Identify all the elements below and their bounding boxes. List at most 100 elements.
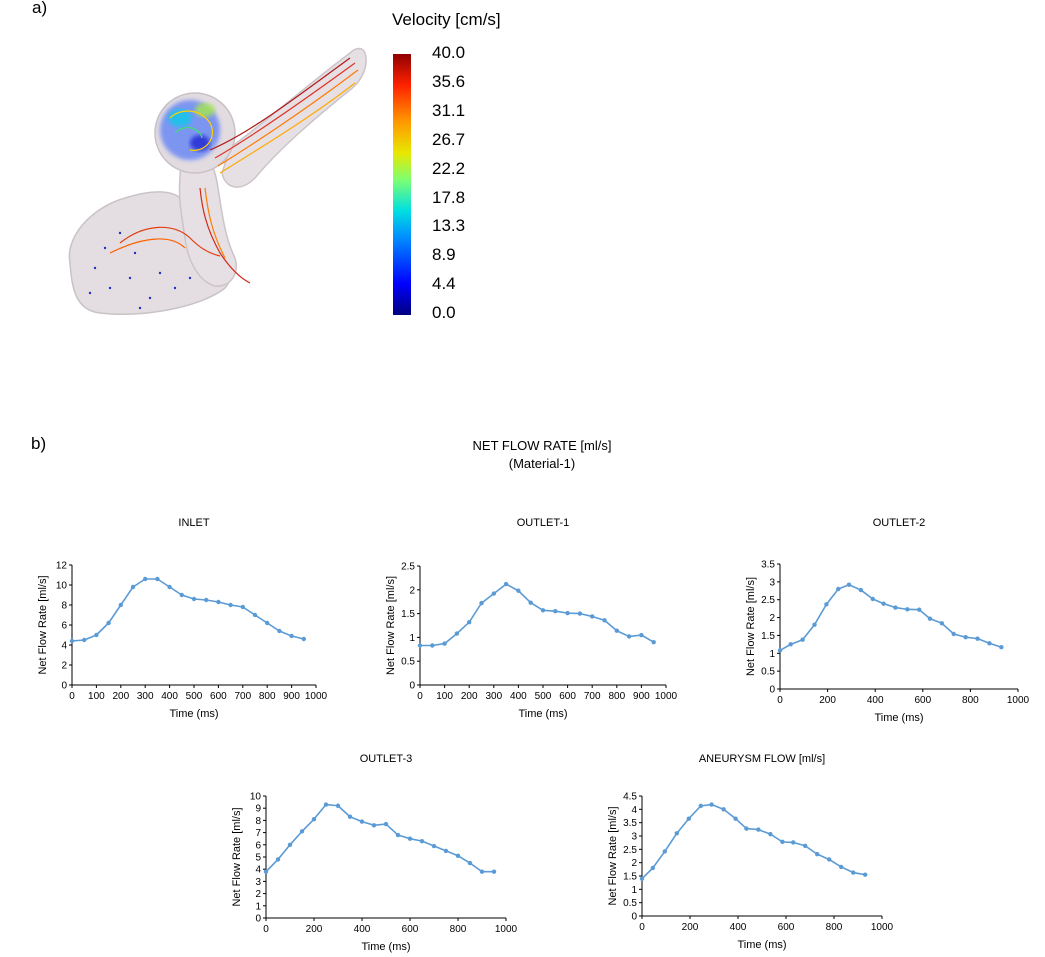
data-point <box>709 802 714 807</box>
y-tick-label: 4 <box>255 865 261 876</box>
data-point <box>733 816 738 821</box>
data-point <box>167 584 172 590</box>
data-point <box>155 576 160 582</box>
data-point <box>777 648 783 653</box>
data-point <box>289 633 294 639</box>
y-tick-label: 6 <box>255 840 261 851</box>
data-point <box>863 872 868 877</box>
panel-a-label: a) <box>32 0 48 17</box>
data-point <box>179 592 184 598</box>
y-tick-label: 0.5 <box>401 657 415 668</box>
data-point <box>721 807 726 812</box>
y-tick-label: 0.5 <box>761 667 775 678</box>
data-point <box>359 819 365 824</box>
y-tick-label: 2 <box>769 613 775 624</box>
y-axis-label: Net Flow Rate [ml/s] <box>745 577 757 676</box>
x-tick-label: 700 <box>234 691 251 702</box>
data-point <box>651 639 656 645</box>
outlet-2-chart: OUTLET-2 0 200 400 600 800 1000 0 0.5 1 1.5 2 2.5 3 3.… <box>745 517 1030 724</box>
x-tick-label: 700 <box>584 691 601 702</box>
x-tick-label: 600 <box>778 922 795 933</box>
data-point <box>491 869 497 874</box>
chart-title: OUTLET-1 <box>517 517 570 529</box>
figure-subtitle: (Material-1) <box>508 456 576 471</box>
data-point <box>881 601 886 606</box>
series-line <box>71 578 304 642</box>
data-point <box>698 803 703 809</box>
data-point <box>467 860 473 866</box>
data-point <box>263 869 269 874</box>
y-tick-label: 7 <box>255 828 261 839</box>
colorbar-tick-label: 31.1 <box>432 100 466 120</box>
data-point <box>82 637 87 643</box>
y-tick-label: 10 <box>250 792 262 803</box>
y-tick-label: 6 <box>61 621 67 632</box>
data-point <box>744 826 749 831</box>
data-point <box>299 829 305 834</box>
colorbar-tick-label: 13.3 <box>432 216 466 236</box>
x-tick-label: 0 <box>263 924 269 935</box>
x-tick-label: 1000 <box>1007 695 1030 706</box>
x-tick-label: 800 <box>259 691 276 702</box>
data-point <box>216 599 221 605</box>
data-point <box>639 876 645 881</box>
data-point <box>228 602 233 608</box>
data-point <box>311 816 317 822</box>
y-tick-label: 3 <box>631 832 637 843</box>
y-tick-label: 3 <box>255 877 261 888</box>
x-axis-label: Time (ms) <box>169 708 218 720</box>
x-tick-label: 200 <box>682 922 699 933</box>
data-point <box>812 622 817 627</box>
y-tick-label: 4 <box>61 641 67 652</box>
colorbar-tick-label: 4.4 <box>432 274 456 294</box>
x-tick-label: 200 <box>306 924 323 935</box>
data-point <box>130 584 136 590</box>
x-tick-label: 600 <box>914 695 931 706</box>
x-tick-label: 1000 <box>655 691 678 702</box>
x-tick-label: 100 <box>88 691 105 702</box>
x-tick-label: 0 <box>639 922 645 933</box>
x-tick-label: 200 <box>819 695 836 706</box>
y-axis-label: Net Flow Rate [ml/s] <box>607 806 619 905</box>
data-point <box>301 636 306 642</box>
data-point <box>800 637 805 642</box>
data-point <box>768 831 773 837</box>
data-point <box>347 814 353 819</box>
data-point <box>939 621 945 626</box>
data-point <box>827 857 832 862</box>
x-tick-label: 400 <box>510 691 527 702</box>
figure-title: NET FLOW RATE [ml/s] <box>472 438 612 453</box>
x-tick-label: 0 <box>417 691 423 702</box>
colorbar-title: Velocity [cm/s] <box>392 10 501 29</box>
x-tick-label: 400 <box>867 695 884 706</box>
y-tick-label: 10 <box>56 581 68 592</box>
y-tick-label: 4.5 <box>623 792 637 803</box>
data-point <box>791 840 796 845</box>
y-tick-label: 1 <box>631 885 637 896</box>
chart-title: OUTLET-2 <box>873 517 926 529</box>
x-tick-label: 600 <box>402 924 419 935</box>
colorbar-tick-label: 35.6 <box>432 71 466 91</box>
data-point <box>503 581 509 587</box>
y-tick-label: 2 <box>255 889 261 900</box>
data-point <box>824 602 829 607</box>
data-point <box>963 635 968 640</box>
data-point <box>614 628 619 633</box>
data-point <box>431 843 437 849</box>
y-tick-label: 8 <box>255 816 261 827</box>
data-point <box>528 600 533 605</box>
x-tick-label: 400 <box>161 691 178 702</box>
x-tick-label: 500 <box>186 691 203 702</box>
x-axis-label: Time (ms) <box>518 708 567 720</box>
chart-title: OUTLET-3 <box>360 753 413 765</box>
colorbar-tick-label: 0.0 <box>432 303 456 323</box>
data-point <box>927 616 933 621</box>
data-point <box>674 831 679 836</box>
data-point <box>371 823 377 828</box>
y-tick-label: 0 <box>61 681 67 692</box>
data-point <box>479 600 484 606</box>
colorbar-tick-label: 22.2 <box>432 158 466 178</box>
data-point <box>118 602 124 608</box>
x-tick-label: 900 <box>633 691 650 702</box>
